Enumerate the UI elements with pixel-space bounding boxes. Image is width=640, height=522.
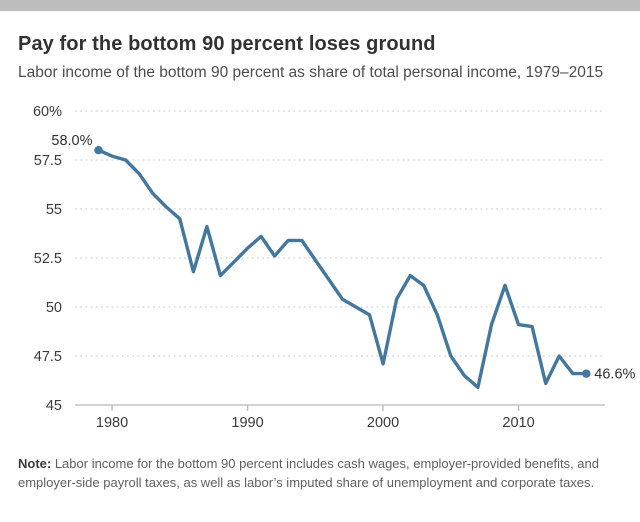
x-tick-label: 1990 — [231, 415, 263, 431]
footnote-label: Note: — [18, 456, 52, 472]
x-tick-label: 1980 — [96, 415, 128, 431]
y-tick-label: 47.5 — [34, 349, 62, 365]
start-value-label: 58.0% — [51, 133, 92, 149]
footnote: Note: Labor income for the bottom 90 per… — [18, 455, 622, 492]
y-tick-label: 52.5 — [34, 251, 62, 267]
y-tick-label: 45 — [46, 398, 62, 414]
chart-subtitle: Labor income of the bottom 90 percent as… — [18, 64, 604, 81]
chart-title: Pay for the bottom 90 percent loses grou… — [18, 33, 436, 55]
end-point-marker — [582, 369, 591, 378]
top-accent-bar — [0, 0, 640, 11]
x-tick-label: 2010 — [502, 415, 534, 431]
chart-header: Pay for the bottom 90 percent loses grou… — [18, 32, 622, 83]
footnote-text: Labor income for the bottom 90 percent i… — [18, 456, 599, 490]
x-tick-label: 2000 — [367, 415, 399, 431]
y-tick-label: 50 — [46, 300, 62, 316]
y-tick-label: 57.5 — [34, 153, 62, 169]
chart-area: 45 47.5 50 52.5 55 57.5 60% 1980 1990 2000 2010 58.… — [0, 97, 640, 437]
line-chart: 45 47.5 50 52.5 55 57.5 60% 1980 1990 2000 2010 58.… — [33, 104, 636, 431]
series-line — [96, 148, 588, 390]
y-tick-label: 55 — [46, 202, 62, 218]
start-point-marker — [94, 146, 103, 155]
y-tick-label: 60% — [33, 104, 62, 120]
end-value-label: 46.6% — [594, 367, 635, 383]
